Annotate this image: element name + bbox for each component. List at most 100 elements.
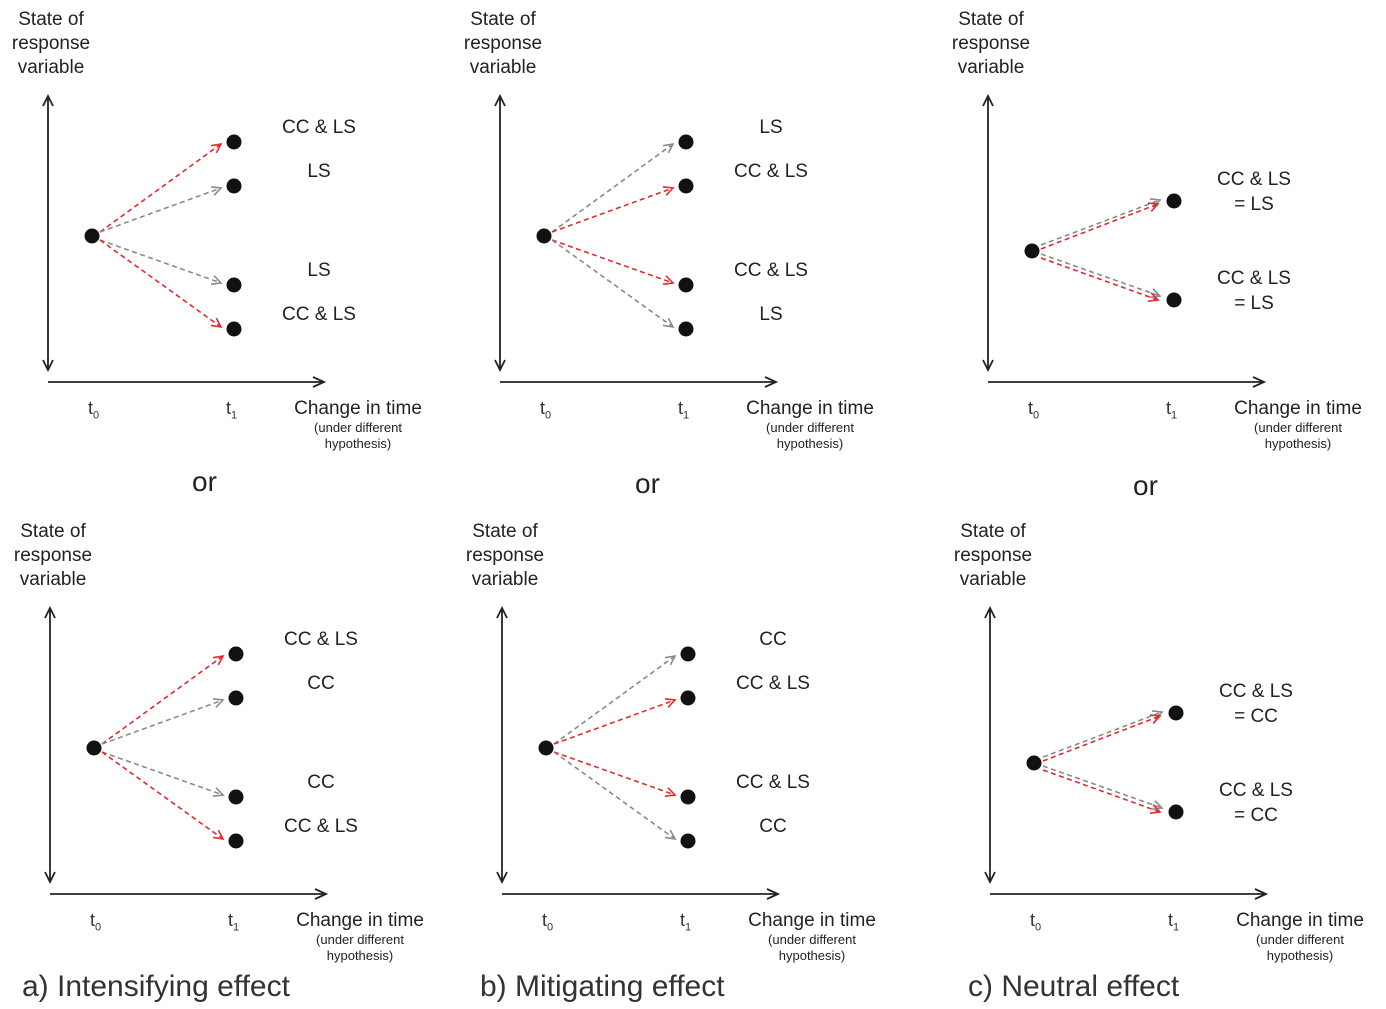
point-label: CC (251, 671, 391, 696)
single-driver-arrow (1042, 710, 1164, 758)
x-axis-label-sub: hypothesis) (326, 948, 394, 963)
y-axis-label-line: State of (470, 9, 536, 30)
point-label: CC & LS (249, 115, 389, 140)
point-label-text: CC & LS (734, 260, 808, 281)
y-axis-label-line: State of (960, 521, 1026, 542)
end-dot (226, 321, 242, 337)
point-label-text: LS (307, 260, 331, 281)
single-driver-arrow (101, 698, 225, 745)
panel-caption: c) Neutral effect (968, 970, 1180, 1003)
t1-tick-label: t1 (1168, 910, 1179, 934)
point-label: CC & LS (703, 770, 843, 795)
point-label-line: = LS (1234, 293, 1274, 314)
end-dot (678, 178, 694, 194)
y-axis-label-line: response (11, 33, 91, 54)
start-dot (84, 228, 100, 244)
point-label-text: CC & LS (736, 772, 810, 793)
point-label: CC & LS (703, 671, 843, 696)
point-label: CC & LS = LS (1184, 266, 1324, 316)
single-driver-arrow (1040, 253, 1162, 299)
end-dot (678, 134, 694, 150)
or-label: or (192, 466, 217, 497)
point-label-text: CC & LS (736, 673, 810, 694)
t0-subscript: 0 (93, 409, 100, 422)
cc-ls-arrow (553, 698, 677, 745)
x-axis-arrow (500, 376, 779, 388)
t1-text: t (1168, 910, 1174, 930)
cc-ls-arrow (551, 239, 675, 286)
panel-b-top: State of response variable t0 t1 Change in ti… (452, 0, 912, 470)
point-label-text: CC (307, 673, 335, 694)
t0-text: t (1028, 398, 1034, 418)
y-axis-label-line: variable (959, 569, 1027, 590)
y-axis-label-line: State of (958, 9, 1024, 30)
y-axis-label-line: variable (957, 57, 1025, 78)
point-label-line: = LS (1234, 194, 1274, 215)
start-dot (86, 740, 102, 756)
y-axis-label-line: response (463, 33, 543, 54)
panel-a-bottom: State of response variable t0 t1 Change in ti… (2, 512, 462, 982)
t1-tick-label: t1 (228, 910, 239, 934)
point-label: CC & LS (251, 814, 391, 839)
y-axis-label: State of response variable (438, 8, 568, 80)
y-axis-arrow (984, 605, 996, 885)
cc-ls-arrow (99, 142, 223, 233)
t0-subscript: 0 (95, 921, 102, 934)
y-axis-label-line: State of (472, 521, 538, 542)
x-axis-label-sub: hypothesis) (778, 948, 846, 963)
end-dot (678, 277, 694, 293)
point-label-line: = CC (1234, 706, 1278, 727)
start-dot (1026, 755, 1042, 771)
x-axis-label-main: Change in time (746, 398, 874, 419)
point-label-line: CC & LS (1217, 268, 1291, 289)
single-driver-arrow (551, 142, 675, 233)
panel-b-bottom: State of response variable t0 t1 Change in ti… (454, 512, 914, 982)
t1-text: t (678, 398, 684, 418)
end-dot (228, 789, 244, 805)
x-axis-label: Change in time (under different hypothesis… (278, 398, 438, 452)
x-axis-label-sub: hypothesis) (324, 436, 392, 451)
point-label-text: LS (307, 161, 331, 182)
t0-text: t (90, 910, 96, 930)
end-dot (226, 134, 242, 150)
y-axis-arrow (982, 93, 994, 373)
point-label: CC (703, 627, 843, 652)
x-axis-label-sub: (under different (1256, 932, 1344, 947)
x-axis-label-main: Change in time (1236, 910, 1364, 931)
point-label-text: CC (759, 629, 787, 650)
single-driver-arrow (99, 239, 223, 286)
point-label-text: CC & LS (284, 629, 358, 650)
end-dot (226, 277, 242, 293)
single-driver-arrow (551, 239, 675, 329)
x-axis-label-main: Change in time (296, 910, 424, 931)
single-driver-arrow (1042, 765, 1164, 811)
panel-caption: a) Intensifying effect (22, 970, 290, 1003)
y-axis-label-line: State of (18, 9, 84, 30)
point-label-text: CC & LS (734, 161, 808, 182)
point-label-text: CC & LS (282, 304, 356, 325)
x-axis-label-main: Change in time (1234, 398, 1362, 419)
point-label: LS (249, 258, 389, 283)
y-axis-arrow (494, 93, 506, 373)
point-label-text: CC (307, 772, 335, 793)
end-dot (1168, 804, 1184, 820)
cc-ls-arrow (553, 751, 677, 798)
cc-ls-arrow (1042, 714, 1162, 762)
x-axis-label-sub: hypothesis) (1264, 436, 1332, 451)
y-axis-label-line: response (13, 545, 93, 566)
panel-drawing (44, 605, 329, 900)
t1-text: t (680, 910, 686, 930)
t1-tick-label: t1 (1166, 398, 1177, 422)
x-axis-label-sub: (under different (766, 420, 854, 435)
t1-subscript: 1 (685, 921, 692, 934)
panel-caption: b) Mitigating effect (480, 970, 725, 1003)
or-label: or (1133, 470, 1158, 501)
t0-text: t (1030, 910, 1036, 930)
point-label-text: LS (759, 304, 783, 325)
point-label-line: CC & LS (1217, 169, 1291, 190)
point-label-text: CC & LS (284, 816, 358, 837)
t0-subscript: 0 (545, 409, 552, 422)
y-axis-label: State of response variable (928, 520, 1058, 592)
t1-text: t (226, 398, 232, 418)
cc-ls-arrow (1040, 257, 1160, 302)
